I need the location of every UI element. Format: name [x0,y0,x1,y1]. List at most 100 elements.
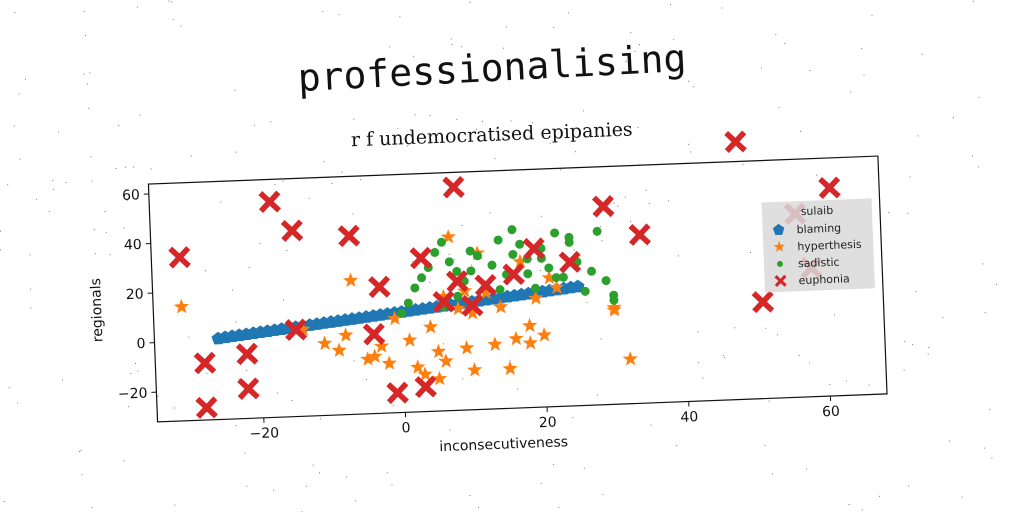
euphonia-point [409,246,433,270]
euphonia-point [280,219,304,242]
legend-marker-euphonia [774,274,787,288]
sadistic-point [523,269,533,279]
hyperthesis-point [450,300,466,316]
sadistic-point [397,308,407,318]
hyperthesis-point [367,348,383,364]
hyperthesis-point [467,362,483,377]
euphonia-point [168,246,191,269]
sadistic-point [601,276,611,286]
legend-box [761,198,875,293]
y-tick-label: 0 [136,336,146,352]
series-hyperthesis [173,229,638,386]
hyperthesis-point [528,290,544,305]
hyperthesis-point [387,310,403,326]
sadistic-point [495,285,505,295]
euphonia-point [237,377,260,400]
legend-marker-blaming [772,223,785,235]
sadistic-point [493,235,503,245]
hyperthesis-point [459,339,475,355]
sadistic-point [564,232,574,242]
x-tick-label: 60 [822,404,840,421]
euphonia-point [724,130,747,153]
hyperthesis-point [430,343,447,359]
hyperthesis-point [508,330,524,346]
hyperthesis-point [431,370,448,386]
x-tick-label: −20 [249,425,279,442]
legend-title: sulaib [800,204,833,218]
hyperthesis-point [317,335,333,351]
euphonia-point [442,176,465,199]
sadistic-point [544,263,554,273]
legend-label-euphonia: euphonia [798,272,850,287]
euphonia-point [193,351,217,375]
hyperthesis-point [402,332,418,347]
hyperthesis-point [464,305,481,320]
euphonia-point [362,322,386,346]
hyperthesis-point [622,351,638,366]
hyperthesis-point [606,299,622,315]
sadistic-point [507,225,517,235]
sadistic-point [592,226,602,236]
hyperthesis-point [536,327,552,342]
hyperthesis-point [478,284,494,300]
legend-label-hyperthesis: hyperthesis [797,238,862,253]
euphonia-point [460,294,484,317]
hyperthesis-point [373,338,390,353]
sadistic-point [410,283,420,293]
euphonia-point [628,223,651,246]
euphonia-point [258,190,281,214]
sadistic-point [452,266,462,276]
legend-marker-hyperthesis [773,240,785,252]
sadistic-point [580,286,590,296]
sadistic-point [550,228,560,238]
sadistic-point [466,266,476,276]
sadistic-point [472,251,482,261]
euphonia-point [522,237,546,260]
hyperthesis-point [487,336,503,352]
euphonia-point [591,195,615,218]
sadistic-point [551,273,561,283]
sadistic-point [430,247,440,257]
euphonia-point [368,275,391,299]
sadistic-point [403,298,413,308]
euphonia-point [445,270,469,293]
hyperthesis-point [417,366,433,382]
sadistic-point [444,257,454,267]
sadistic-point [558,272,568,282]
x-tick-label: 40 [680,409,698,426]
euphonia-point [337,224,361,248]
legend-label-blaming: blaming [796,222,841,237]
chart-marks [168,130,841,419]
y-tick-label: −20 [118,386,148,403]
hyperthesis-point [410,359,426,374]
euphonia-point [502,262,525,286]
hyperthesis-point [522,317,538,333]
y-tick-label: 20 [126,286,144,303]
sadistic-point [453,291,463,301]
euphonia-point [432,290,456,313]
sadistic-point [515,239,525,249]
hyperthesis-point [549,279,565,295]
y-axis-title: regionals [88,278,106,343]
sadistic-point [436,237,446,247]
euphonia-point [474,273,497,297]
hyperthesis-point [440,229,456,244]
hyperthesis-point [295,321,311,337]
series-euphonia [168,130,841,419]
series-sadistic [397,225,619,318]
hyperthesis-point [173,298,190,314]
hyperthesis-point [541,269,557,285]
euphonia-point [195,396,218,419]
sadistic-point [417,273,427,283]
legend-marker-sadistic [776,260,783,267]
hyperthesis-point [338,327,354,342]
hyperthesis-point [512,253,528,269]
sadistic-point [609,295,619,305]
sadistic-point [587,266,597,276]
hyperthesis-point [493,299,509,314]
euphonia-point [818,176,841,200]
hyperthesis-point [502,360,518,376]
blaming-point [571,279,585,293]
chart-title: r f undemocratised epipanies [351,118,633,151]
